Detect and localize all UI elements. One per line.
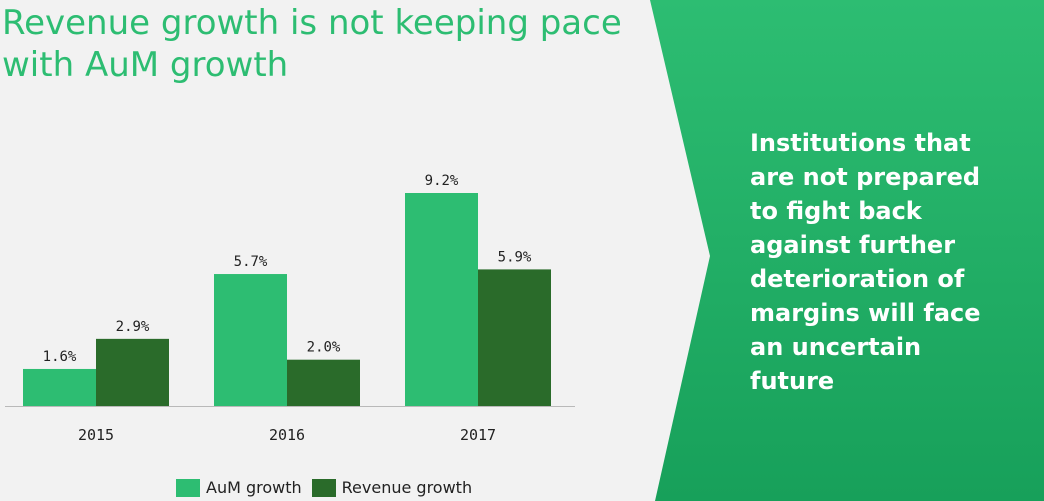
slide-title-line-2: with AuM growth <box>2 45 289 85</box>
chart-legend: AuM growth Revenue growth <box>176 478 482 497</box>
callout-line: margins will face <box>750 299 981 327</box>
slide-title: Revenue growth is not keeping pace with … <box>2 2 662 86</box>
callout-line: against further <box>750 231 956 259</box>
data-label-aum-2017: 9.2% <box>425 173 459 189</box>
data-label-revenue-2017: 5.9% <box>498 249 532 265</box>
callout-panel-shape <box>650 0 1044 501</box>
x-tick-label-2016: 2016 <box>269 426 305 444</box>
bar-revenue-2017 <box>478 269 551 406</box>
legend-swatch-revenue <box>311 478 336 497</box>
bar-revenue-2015 <box>96 338 169 406</box>
bar-aum-2016 <box>214 274 287 406</box>
legend-item-revenue: Revenue growth <box>311 478 473 497</box>
callout-line: are not prepared <box>750 163 981 191</box>
callout-line: Institutions that <box>750 129 971 157</box>
data-label-revenue-2015: 2.9% <box>116 319 150 335</box>
slide-title-line-1: Revenue growth is not keeping pace <box>2 3 622 43</box>
callout-line: to fight back <box>750 197 922 225</box>
data-label-revenue-2016: 2.0% <box>307 340 341 356</box>
data-label-aum-2015: 1.6% <box>43 349 77 365</box>
bar-revenue-2016 <box>287 359 360 406</box>
legend-swatch-aum <box>176 478 200 497</box>
bar-aum-2017 <box>405 193 478 406</box>
callout-line: future <box>750 367 835 395</box>
x-tick-label-2017: 2017 <box>460 426 496 444</box>
data-label-aum-2016: 5.7% <box>234 254 268 270</box>
legend-label-aum: AuM growth <box>206 478 302 497</box>
legend-label-revenue: Revenue growth <box>341 478 473 497</box>
callout-line: an uncertain <box>750 333 922 361</box>
callout-line: deterioration of <box>750 265 965 293</box>
x-tick-label-2015: 2015 <box>78 426 114 444</box>
bar-aum-2015 <box>23 368 96 406</box>
callout-text: Institutions that are not prepared to fi… <box>750 126 1020 398</box>
legend-item-aum: AuM growth <box>176 478 302 497</box>
